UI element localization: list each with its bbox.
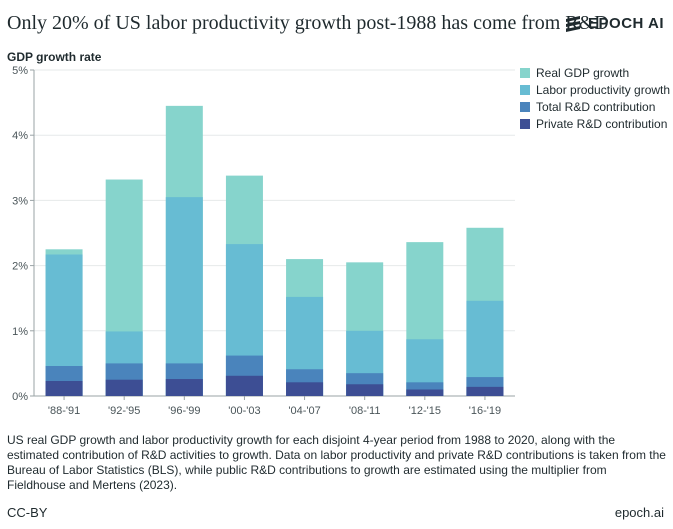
legend: Real GDP growth Labor productivity growth… bbox=[520, 64, 670, 132]
legend-label: Real GDP growth bbox=[536, 65, 630, 80]
brand-name: EPOCH AI bbox=[588, 14, 664, 32]
x-tick-label: '00-'03 bbox=[228, 405, 260, 417]
y-tick-label: 4% bbox=[12, 130, 28, 142]
x-tick-label: '88-'91 bbox=[48, 405, 80, 417]
bar bbox=[466, 386, 504, 396]
site-link[interactable]: epoch.ai bbox=[614, 505, 664, 520]
y-axis-label: GDP growth rate bbox=[7, 50, 102, 64]
legend-item: Labor productivity growth bbox=[520, 81, 670, 98]
legend-swatch bbox=[520, 101, 530, 112]
bar bbox=[45, 381, 83, 396]
bar-chart: 0% 1% 2% 3% 4% 5% '88-'91 '92-'95 '96-'99 '00-'03… bbox=[12, 65, 515, 417]
x-tick-label: '16-'19 bbox=[469, 405, 501, 417]
legend-label: Private R&D contribution bbox=[536, 116, 668, 131]
x-tick-label: '96-'99 bbox=[168, 405, 200, 417]
bar bbox=[406, 389, 444, 396]
legend-swatch bbox=[520, 67, 530, 78]
legend-swatch bbox=[520, 118, 530, 129]
y-tick-label: 0% bbox=[12, 391, 28, 403]
legend-label: Total R&D contribution bbox=[536, 99, 656, 114]
chart-title: Only 20% of US labor productivity growth… bbox=[7, 12, 609, 34]
bar bbox=[165, 197, 203, 396]
license-label: CC-BY bbox=[7, 505, 48, 520]
y-tick-label: 2% bbox=[12, 261, 28, 273]
chart-caption: US real GDP growth and labor productivit… bbox=[7, 433, 666, 492]
x-tick-label: '08-'11 bbox=[349, 405, 381, 417]
legend-item: Private R&D contribution bbox=[520, 115, 670, 132]
x-tick-label: '04-'07 bbox=[288, 405, 320, 417]
bar bbox=[286, 382, 324, 396]
x-tick-label: '92-'95 bbox=[108, 405, 140, 417]
bar bbox=[225, 375, 263, 396]
epoch-logo-icon bbox=[566, 16, 581, 32]
bar bbox=[105, 379, 143, 396]
y-tick-label: 1% bbox=[12, 326, 28, 338]
legend-item: Real GDP growth bbox=[520, 64, 670, 81]
legend-item: Total R&D contribution bbox=[520, 98, 670, 115]
epoch-logo: EPOCH AI bbox=[564, 14, 664, 32]
bar bbox=[346, 384, 384, 396]
legend-swatch bbox=[520, 84, 530, 95]
x-tick-label: '12-'15 bbox=[409, 405, 441, 417]
legend-label: Labor productivity growth bbox=[536, 82, 671, 97]
y-tick-label: 5% bbox=[12, 65, 28, 77]
y-tick-label: 3% bbox=[12, 195, 28, 207]
bar bbox=[165, 379, 203, 396]
